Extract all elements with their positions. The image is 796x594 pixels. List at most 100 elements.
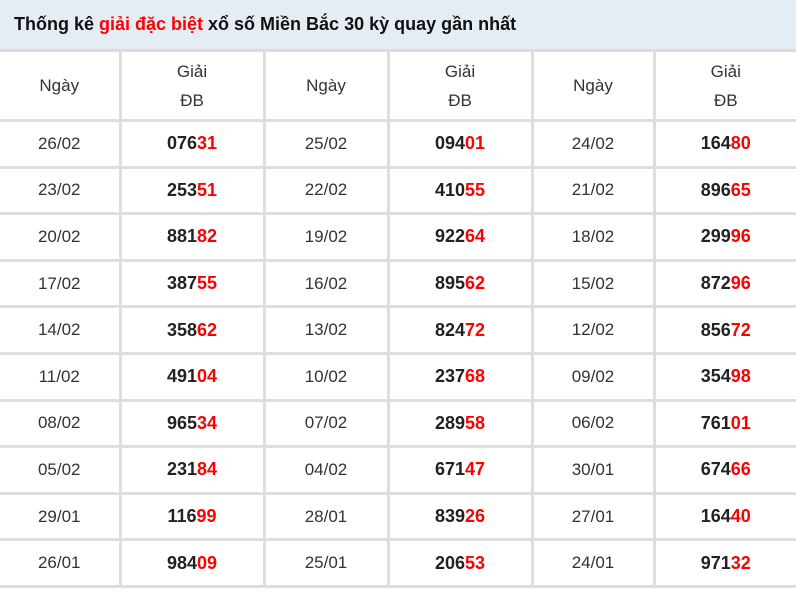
date-cell: 11/02: [0, 351, 122, 402]
prize-cell: 25351: [118, 165, 266, 216]
date-cell: 18/02: [530, 212, 656, 262]
prize-last-two-digits: 84: [197, 459, 218, 480]
prize-last-two-digits: 68: [465, 366, 486, 387]
prize-last-two-digits: 99: [196, 506, 217, 527]
prize-last-two-digits: 47: [465, 459, 486, 480]
table-header-row: Ngày Giải ĐB Ngày Giải ĐB Ngày Giải ĐB: [0, 52, 796, 122]
prize-cell: 09401: [386, 119, 534, 169]
prize-cell: 98409: [118, 538, 266, 588]
prize-cell: 16480: [652, 119, 796, 169]
header-prize-line1: Giải: [176, 61, 208, 81]
prize-cell: 89562: [386, 258, 534, 309]
date-cell: 23/02: [0, 165, 122, 216]
prize-cell: 67147: [386, 445, 534, 495]
prize-cell: 92264: [386, 212, 534, 262]
date-cell: 12/02: [530, 305, 656, 355]
prize-last-two-digits: 65: [730, 179, 751, 200]
table-body: 26/02 07631 25/02 09401 24/02 16480 23/02 25351…: [0, 119, 796, 588]
prize-last-two-digits: 58: [465, 412, 486, 433]
prize-cell: 35498: [652, 351, 796, 402]
prize-cell: 11699: [118, 491, 266, 542]
prize-last-two-digits: 72: [465, 319, 486, 340]
prize-cell: 35862: [118, 305, 266, 355]
prize-last-two-digits: 09: [197, 552, 218, 573]
prize-last-two-digits: 04: [197, 366, 218, 387]
date-cell: 26/01: [0, 538, 122, 588]
table-row: 20/02 88182 19/02 92264 18/02 29996: [0, 212, 796, 262]
prize-last-two-digits: 55: [465, 179, 486, 200]
prize-head-digits: 984: [166, 552, 197, 573]
date-cell: 07/02: [262, 398, 390, 449]
header-prize-line2: ĐB: [448, 90, 472, 110]
date-cell: 28/01: [262, 491, 390, 542]
prize-cell: 88182: [118, 212, 266, 262]
table-row: 05/02 23184 04/02 67147 30/01 67466: [0, 445, 796, 495]
prize-head-digits: 253: [166, 179, 197, 200]
date-cell: 15/02: [530, 258, 656, 309]
date-cell: 26/02: [0, 119, 122, 169]
prize-cell: 49104: [118, 351, 266, 402]
prize-cell: 89665: [652, 165, 796, 216]
date-cell: 13/02: [262, 305, 390, 355]
prize-cell: 16440: [652, 491, 796, 542]
prize-last-two-digits: 40: [730, 506, 751, 527]
prize-last-two-digits: 66: [730, 459, 751, 480]
title-prefix: Thống kê: [14, 14, 99, 34]
prize-head-digits: 896: [700, 179, 731, 200]
prize-cell: 83926: [386, 491, 534, 542]
prize-last-two-digits: 01: [465, 133, 486, 154]
date-cell: 24/01: [530, 538, 656, 588]
date-cell: 21/02: [530, 165, 656, 216]
prize-last-two-digits: 96: [730, 226, 751, 247]
date-cell: 27/01: [530, 491, 656, 542]
prize-cell: 96534: [118, 398, 266, 449]
date-cell: 25/01: [262, 538, 390, 588]
table-row: 26/02 07631 25/02 09401 24/02 16480: [0, 119, 796, 169]
title-suffix: xổ số Miền Bắc 30 kỳ quay gần nhất: [203, 14, 517, 34]
prize-last-two-digits: 53: [465, 552, 486, 573]
prize-head-digits: 674: [700, 459, 731, 480]
prize-head-digits: 410: [434, 179, 465, 200]
date-cell: 04/02: [262, 445, 390, 495]
date-cell: 16/02: [262, 258, 390, 309]
prize-head-digits: 076: [166, 133, 197, 154]
header-date: Ngày: [262, 52, 390, 122]
prize-head-digits: 881: [166, 226, 197, 247]
prize-last-two-digits: 82: [197, 226, 218, 247]
prize-head-digits: 387: [166, 273, 197, 294]
prize-head-digits: 206: [434, 552, 465, 573]
results-table: Ngày Giải ĐB Ngày Giải ĐB Ngày Giải ĐB 26/0…: [0, 52, 796, 588]
prize-head-digits: 358: [166, 319, 197, 340]
date-cell: 29/01: [0, 491, 122, 542]
prize-head-digits: 094: [434, 133, 465, 154]
table-row: 23/02 25351 22/02 41055 21/02 89665: [0, 165, 796, 216]
prize-cell: 20653: [386, 538, 534, 588]
prize-last-two-digits: 55: [197, 273, 218, 294]
prize-cell: 07631: [118, 119, 266, 169]
prize-last-two-digits: 31: [197, 133, 218, 154]
prize-head-digits: 872: [700, 273, 731, 294]
prize-last-two-digits: 34: [197, 412, 218, 433]
prize-head-digits: 895: [434, 273, 465, 294]
date-cell: 06/02: [530, 398, 656, 449]
prize-head-digits: 231: [166, 459, 197, 480]
prize-head-digits: 164: [700, 133, 731, 154]
prize-head-digits: 856: [700, 319, 731, 340]
prize-cell: 87296: [652, 258, 796, 309]
header-prize-line1: Giải: [444, 61, 476, 81]
date-cell: 19/02: [262, 212, 390, 262]
prize-cell: 85672: [652, 305, 796, 355]
prize-cell: 28958: [386, 398, 534, 449]
prize-cell: 29996: [652, 212, 796, 262]
prize-last-two-digits: 26: [465, 506, 486, 527]
prize-head-digits: 761: [700, 412, 731, 433]
prize-head-digits: 289: [434, 412, 465, 433]
prize-head-digits: 824: [434, 319, 465, 340]
prize-last-two-digits: 72: [730, 319, 751, 340]
date-cell: 05/02: [0, 445, 122, 495]
page-title: Thống kê giải đặc biệt xổ số Miền Bắc 30…: [0, 0, 796, 52]
date-cell: 30/01: [530, 445, 656, 495]
header-prize: Giải ĐB: [652, 52, 796, 122]
header-prize-line2: ĐB: [713, 90, 738, 110]
prize-head-digits: 839: [434, 506, 465, 527]
